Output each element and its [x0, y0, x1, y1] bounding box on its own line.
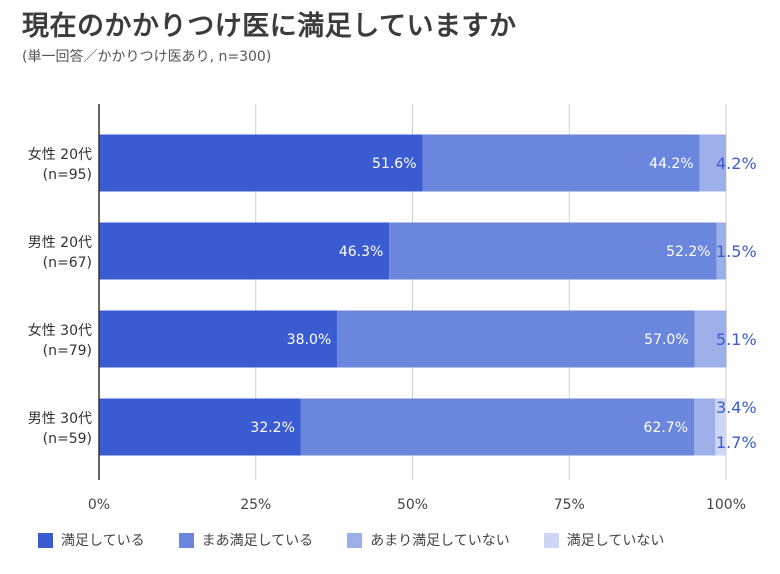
chart-title: 現在のかかりつけ医に満足していますか: [22, 11, 517, 42]
category-label: 女性 30代: [28, 322, 92, 339]
legend-label: まあ満足している: [201, 533, 314, 549]
legend-item: 満足していない: [543, 530, 665, 550]
data-label: 5.1%: [716, 330, 757, 349]
category-n-label: (n=59): [43, 431, 92, 447]
category-label: 男性 20代: [28, 235, 92, 251]
chart-subtitle: (単一回答／かかりつけ医あり, n=300): [22, 49, 272, 65]
data-label: 3.4%: [716, 398, 757, 417]
legend-swatch: [543, 532, 559, 548]
data-label: 44.2%: [649, 156, 693, 172]
bar-segment: [715, 398, 726, 456]
data-label: 38.0%: [287, 332, 331, 348]
data-label: 52.2%: [666, 244, 710, 260]
x-tick-label: 75%: [554, 497, 585, 513]
legend-label: あまり満足していない: [370, 533, 510, 549]
x-tick-label: 25%: [240, 497, 271, 513]
data-label: 1.5%: [716, 242, 757, 261]
category-n-label: (n=79): [43, 343, 92, 359]
bar-segment: [699, 134, 726, 192]
bar-segment: [300, 398, 695, 456]
bar-segment: [716, 222, 726, 280]
legend-swatch: [347, 532, 363, 548]
chart-legend: 満足している まあ満足している あまり満足していない 満足していない: [38, 530, 698, 550]
data-label: 4.2%: [716, 154, 757, 173]
bar-segment: [99, 134, 423, 192]
bar-segment: [99, 310, 338, 368]
data-label: 1.7%: [716, 433, 757, 452]
x-tick-label: 50%: [397, 497, 428, 513]
category-n-label: (n=67): [43, 255, 92, 271]
data-label: 51.6%: [372, 156, 416, 172]
bar-segment: [99, 398, 301, 456]
stacked-bar-chart: 0% 25% 50% 75% 100% 51.6% 44.2% 4.2% 女性 20代 (n=95…: [28, 104, 757, 513]
x-tick-label: 0%: [88, 497, 110, 513]
bar-segment: [694, 398, 716, 456]
data-label: 57.0%: [644, 332, 688, 348]
bar-segment: [99, 222, 390, 280]
legend-item: まあ満足している: [178, 530, 314, 550]
data-label: 62.7%: [644, 420, 688, 436]
legend-item: あまり満足していない: [347, 530, 510, 550]
legend-label: 満足していない: [566, 533, 665, 549]
category-n-label: (n=95): [43, 167, 92, 183]
data-label: 46.3%: [339, 244, 383, 260]
legend-swatch: [38, 532, 53, 548]
x-tick-label: 100%: [706, 497, 746, 513]
category-label: 女性 20代: [28, 146, 92, 163]
bar-segment: [389, 222, 717, 280]
bar-segment: [694, 310, 727, 368]
legend-swatch: [178, 532, 194, 548]
legend-label: 満足している: [61, 533, 145, 549]
data-label: 32.2%: [250, 420, 294, 436]
bar-segment: [422, 134, 700, 192]
category-label: 男性 30代: [28, 411, 92, 427]
bar-segment: [337, 310, 695, 368]
legend-item: 満足している: [38, 530, 145, 550]
